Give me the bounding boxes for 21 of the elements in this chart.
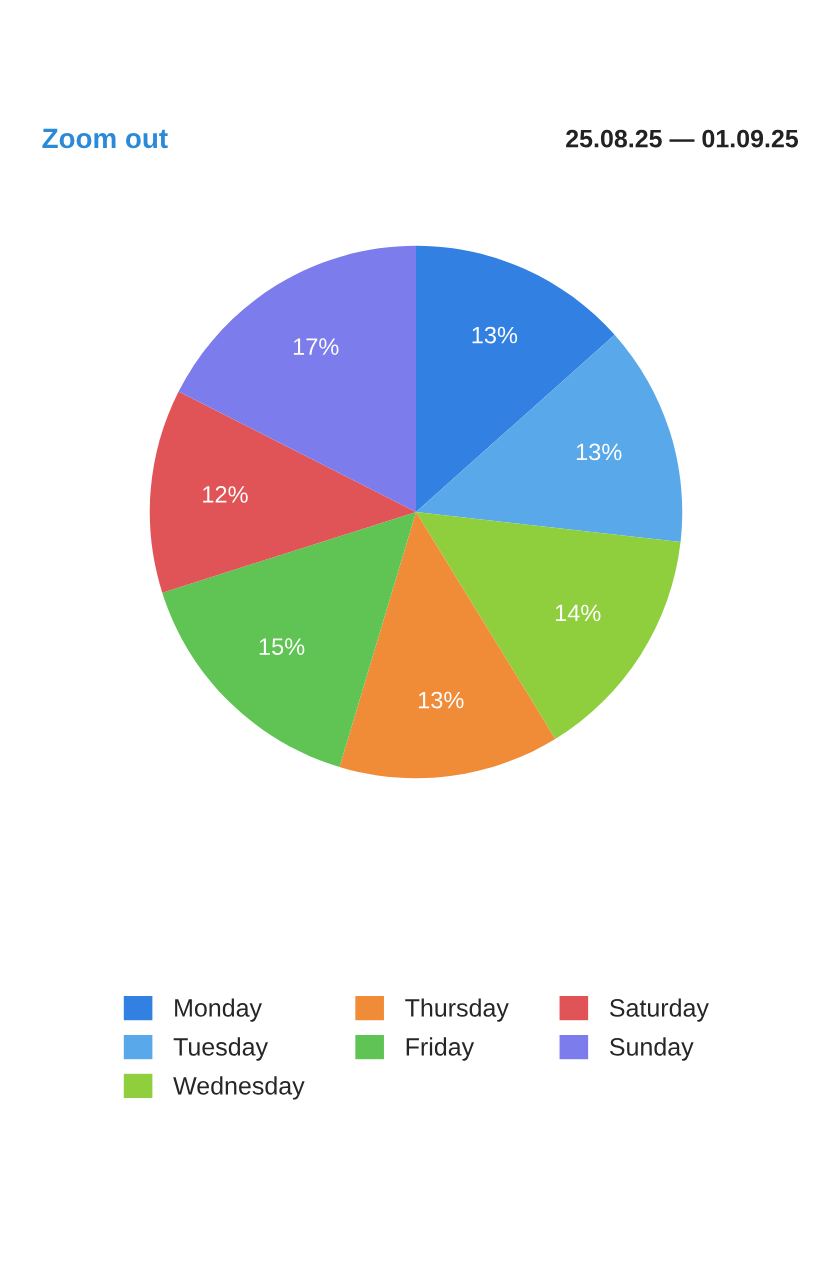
data-label: 13% bbox=[472, 326, 518, 344]
legend-label: Monday bbox=[175, 998, 262, 1022]
data-label: 15% bbox=[259, 638, 305, 655]
pie-slice bbox=[162, 512, 416, 768]
legend-label: Thursday bbox=[405, 998, 509, 1022]
pie-slice bbox=[178, 245, 416, 512]
chart-subtitle: 25.08.25 — 01.09.25 bbox=[566, 129, 799, 148]
legend-label: Tuesday bbox=[173, 1037, 268, 1061]
pie-slice bbox=[416, 512, 681, 739]
legend-label: Friday bbox=[406, 1037, 475, 1061]
legend-label: Saturday bbox=[610, 998, 709, 1022]
data-label: 12% bbox=[203, 486, 248, 503]
text: Zoom out bbox=[42, 128, 168, 149]
data-label: 13% bbox=[576, 443, 622, 461]
pie-slice bbox=[149, 391, 416, 593]
pie-slice bbox=[339, 512, 556, 779]
data-label: 13% bbox=[418, 691, 464, 709]
data-label: 14% bbox=[555, 604, 601, 622]
legend-label: Sunday bbox=[610, 1037, 694, 1061]
data-label: 17% bbox=[293, 338, 339, 355]
legend-label: Wednesday bbox=[173, 1076, 305, 1100]
